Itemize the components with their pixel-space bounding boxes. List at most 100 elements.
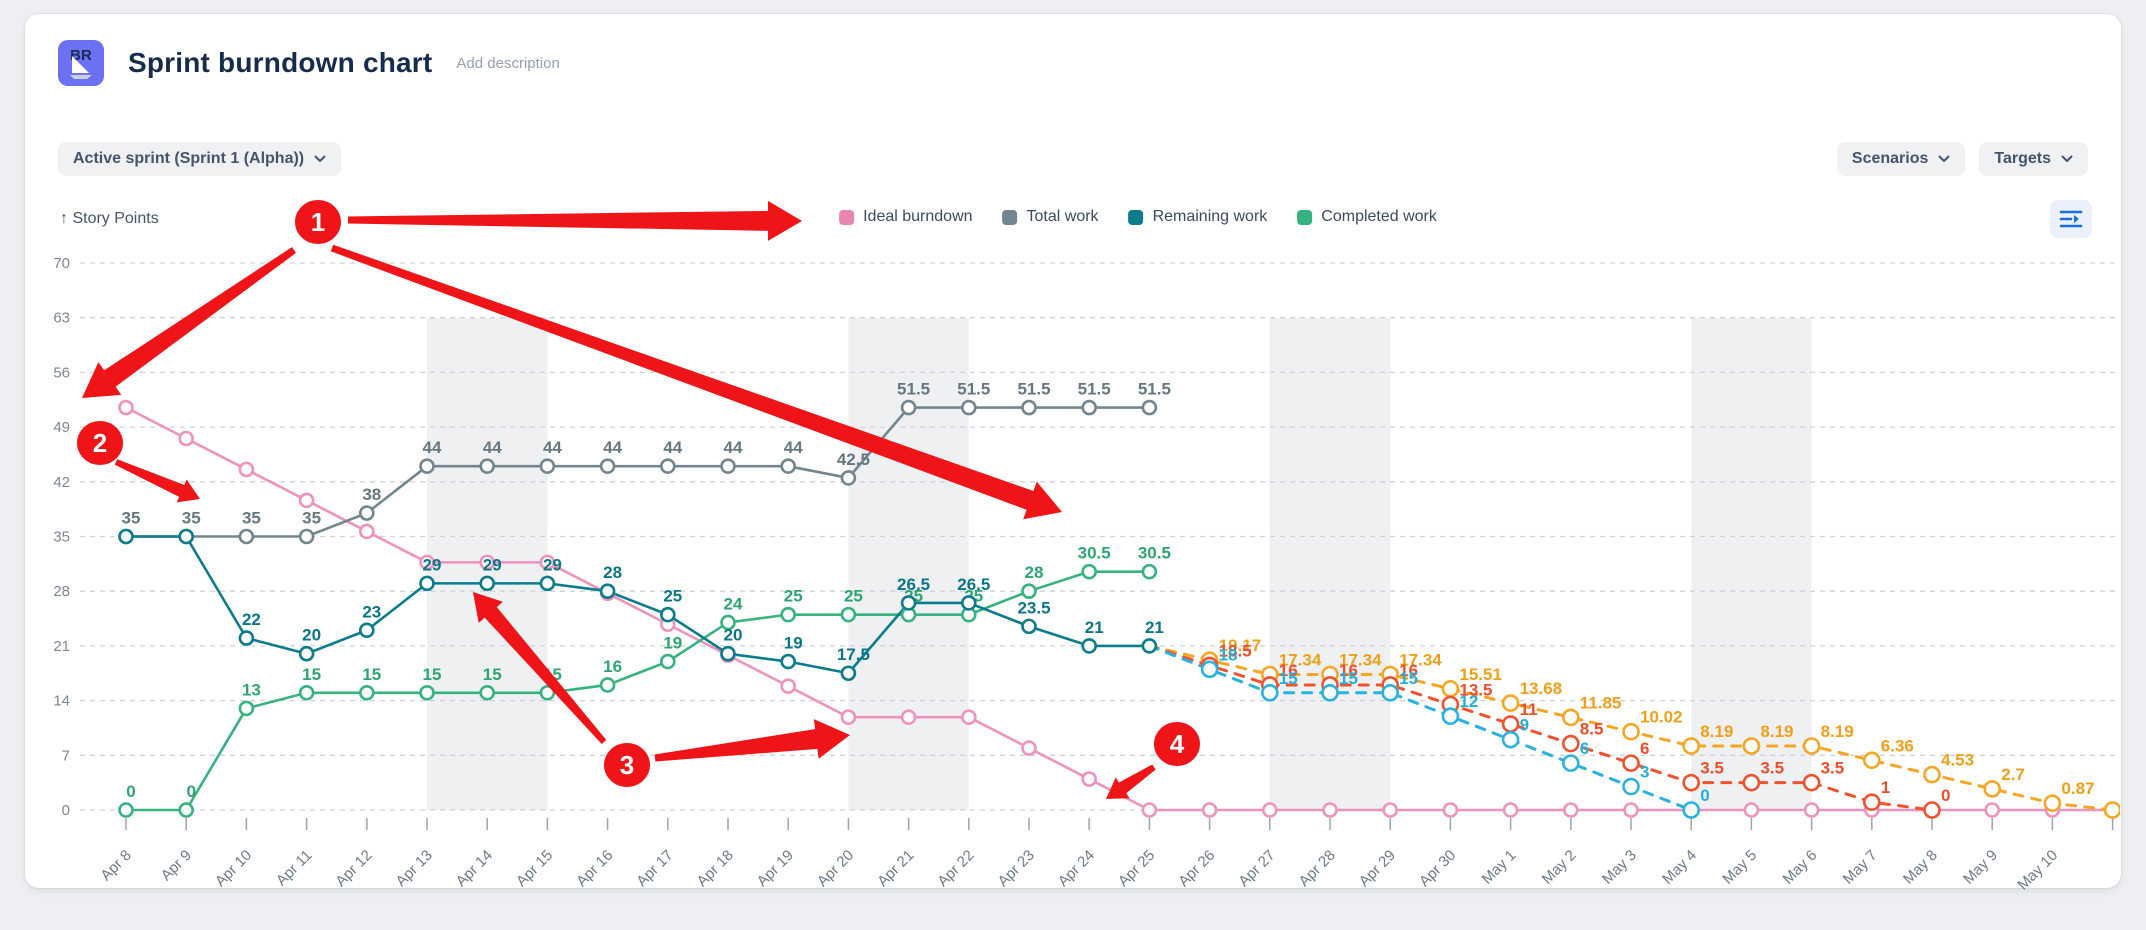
data-point-ideal-burndown [1262,802,1278,818]
data-label-forecast-expected: 16 [1399,661,1418,680]
data-label-completed-work: 25 [784,587,803,606]
y-axis-title: ↑ Story Points [60,210,159,227]
y-tick-label: 42 [53,474,70,491]
data-point-total-work [479,458,496,474]
data-point-ideal-burndown [1864,802,1880,818]
y-tick-label: 63 [53,310,70,327]
data-point-total-work [780,458,797,474]
y-tick-label: 28 [53,583,70,600]
weekend-band [848,318,969,810]
data-point-remaining-work [178,528,194,545]
data-point-forecast-expected [1863,793,1881,811]
x-tick-label: Apr 16 [573,847,616,890]
annotation-arrow [348,200,802,241]
data-label-total-work: 51.5 [1017,380,1050,399]
data-point-ideal-burndown [2104,802,2120,818]
x-tick-label: Apr 23 [995,847,1038,890]
data-label-forecast-expected: 16 [1279,661,1298,680]
data-label-remaining-work: 29 [423,555,442,574]
x-tick-label: May 8 [1900,847,1941,888]
series-line-remaining-work [126,535,1150,675]
data-label-forecast-pessimistic: 17.34 [1399,651,1442,670]
weekend-band [1269,318,1391,810]
data-label-forecast-pessimistic: 6.36 [1881,736,1914,755]
data-point-ideal-burndown [178,430,194,447]
x-tick-label: Apr 29 [1356,847,1399,890]
data-label-forecast-optimistic: 6 [1580,739,1589,758]
data-point-forecast-optimistic [1562,754,1580,772]
chart-display-settings-icon [2059,210,2083,228]
data-label-forecast-pessimistic: 0.87 [2061,779,2094,798]
data-point-total-work [599,458,616,474]
data-point-remaining-work [960,595,977,611]
annotation-badge-4 [1154,722,1200,766]
legend-label: Ideal burndown [863,208,973,225]
data-label-total-work: 44 [663,438,682,457]
sailboat-icon: BR [58,40,104,86]
legend-item-remaining-work[interactable]: Remaining work [1128,208,1267,226]
annotation-badge-3 [604,743,650,787]
data-label-forecast-pessimistic: 2.7 [2001,765,2025,784]
data-label-remaining-work: 17.5 [837,645,870,664]
series-line-total-work [126,406,1150,538]
x-tick-label: May 2 [1539,847,1580,888]
data-point-remaining-work [900,595,917,611]
data-point-ideal-burndown [1803,802,1820,818]
legend-swatch [1297,209,1313,225]
legend-item-completed-work[interactable]: Completed work [1297,208,1437,226]
data-point-forecast-pessimistic [1682,737,1700,755]
data-label-forecast-expected: 11 [1520,700,1538,719]
data-label-completed-work: 16 [603,657,622,676]
data-label-total-work: 35 [122,508,141,527]
data-label-completed-work: 30.5 [1078,544,1111,563]
data-point-total-work [539,458,556,474]
data-point-ideal-burndown [118,399,134,416]
data-point-ideal-burndown [1743,802,1760,818]
sprint-selector-dropdown[interactable]: Active sprint (Sprint 1 (Alpha)) [58,142,342,176]
data-label-total-work: 44 [603,438,622,457]
data-label-completed-work: 15 [302,665,321,684]
data-label-forecast-pessimistic: 17.34 [1339,651,1382,670]
targets-label: Targets [1994,150,2051,167]
scenarios-label: Scenarios [1851,150,1929,167]
annotation-badge-number: 4 [1170,729,1185,759]
data-label-remaining-work: 21 [1085,618,1104,637]
data-point-remaining-work [419,575,435,592]
add-description-button[interactable]: Add description [456,54,560,72]
data-point-total-work [419,458,435,474]
x-tick-label: Apr 13 [393,847,436,890]
legend-item-total-work[interactable]: Total work [1002,208,1099,226]
data-label-total-work: 42.5 [837,450,870,469]
data-point-forecast-pessimistic [1321,665,1339,684]
data-label-completed-work: 25 [904,587,923,606]
targets-dropdown[interactable]: Targets [1979,142,2088,176]
data-point-remaining-work [1081,638,1097,654]
legend-item-ideal-burndown[interactable]: Ideal burndown [839,208,973,226]
data-label-forecast-optimistic: 3 [1640,763,1649,782]
data-point-forecast-optimistic [1200,660,1219,679]
data-label-forecast-expected: 16 [1339,661,1358,680]
data-label-remaining-work: 23.5 [1017,598,1050,617]
data-label-completed-work: 25 [964,587,983,606]
data-point-ideal-burndown [1081,771,1097,787]
data-label-completed-work: 30.5 [1138,544,1171,563]
data-label-forecast-pessimistic: 17.34 [1279,651,1322,670]
data-label-forecast-expected: 0 [1941,786,1950,805]
data-point-completed-work [1141,563,1158,580]
x-tick-label: Apr 26 [1175,847,1218,890]
chevron-down-icon [314,155,326,162]
data-point-completed-work [358,684,375,701]
data-label-forecast-pessimistic: 11.85 [1580,693,1622,712]
data-point-completed-work [539,684,556,701]
annotation-arrow [114,459,200,503]
data-label-remaining-work: 29 [543,555,562,574]
data-point-remaining-work [1141,638,1158,654]
y-tick-label: 49 [53,419,70,436]
data-label-remaining-work: 28 [603,563,622,582]
data-label-completed-work: 13 [242,680,261,699]
data-point-completed-work [780,606,797,623]
x-tick-label: May 9 [1960,847,2001,888]
chart-display-settings-button[interactable] [2050,200,2092,238]
scenarios-dropdown[interactable]: Scenarios [1836,142,1966,176]
data-label-forecast-pessimistic: 19.17 [1219,636,1262,655]
